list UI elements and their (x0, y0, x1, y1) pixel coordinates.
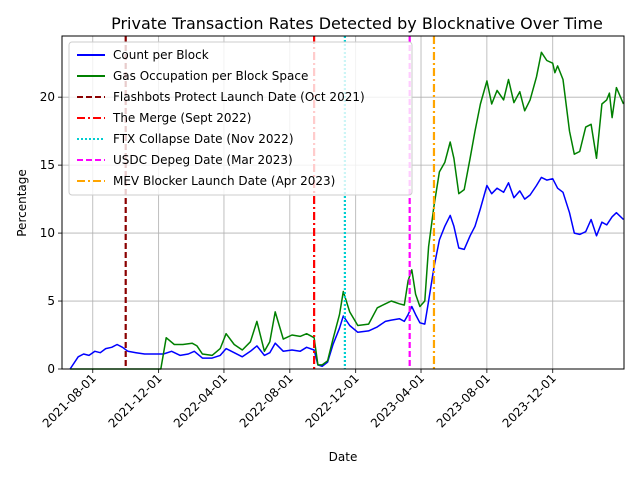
series-line-2 (70, 51, 625, 370)
plot-area (69, 36, 625, 370)
series-line-1 (69, 176, 625, 370)
legend-label: Flashbots Protect Launch Date (Oct 2021) (113, 90, 365, 104)
chart-title: Private Transaction Rates Detected by Bl… (111, 14, 603, 33)
legend: Count per Block Gas Occupation per Block … (68, 41, 413, 196)
x-tick-label: 2022-04-01 (171, 371, 230, 430)
legend-label: USDC Depeg Date (Mar 2023) (113, 153, 293, 167)
y-tick-label: 0 (47, 362, 55, 376)
y-tick-label: 20 (40, 90, 55, 104)
legend-box (68, 41, 413, 196)
legend-label: MEV Blocker Launch Date (Apr 2023) (113, 174, 335, 188)
y-tick-label: 10 (40, 226, 55, 240)
x-axis: 2021-08-01 2021-12-01 2022-04-01 2022-08-01… (40, 369, 559, 430)
legend-label: The Merge (Sept 2022) (112, 111, 251, 125)
legend-label: Gas Occupation per Block Space (113, 69, 308, 83)
legend-label: Count per Block (113, 48, 209, 62)
legend-label: FTX Collapse Date (Nov 2022) (113, 132, 294, 146)
y-tick-label: 5 (47, 294, 55, 308)
y-axis: 0 5 10 15 20 (40, 90, 62, 376)
x-tick-label: 2021-08-01 (40, 371, 99, 430)
x-tick-label: 2022-12-01 (303, 371, 362, 430)
x-tick-label: 2021-12-01 (106, 371, 165, 430)
x-tick-label: 2022-08-01 (237, 371, 296, 430)
x-tick-label: 2023-12-01 (500, 371, 559, 430)
y-axis-title: Percentage (15, 169, 29, 237)
x-axis-title: Date (329, 450, 358, 464)
plot-frame (61, 35, 625, 370)
x-tick-label: 2023-04-01 (368, 371, 427, 430)
y-tick-label: 15 (40, 158, 55, 172)
x-tick-label: 2023-08-01 (434, 371, 493, 430)
